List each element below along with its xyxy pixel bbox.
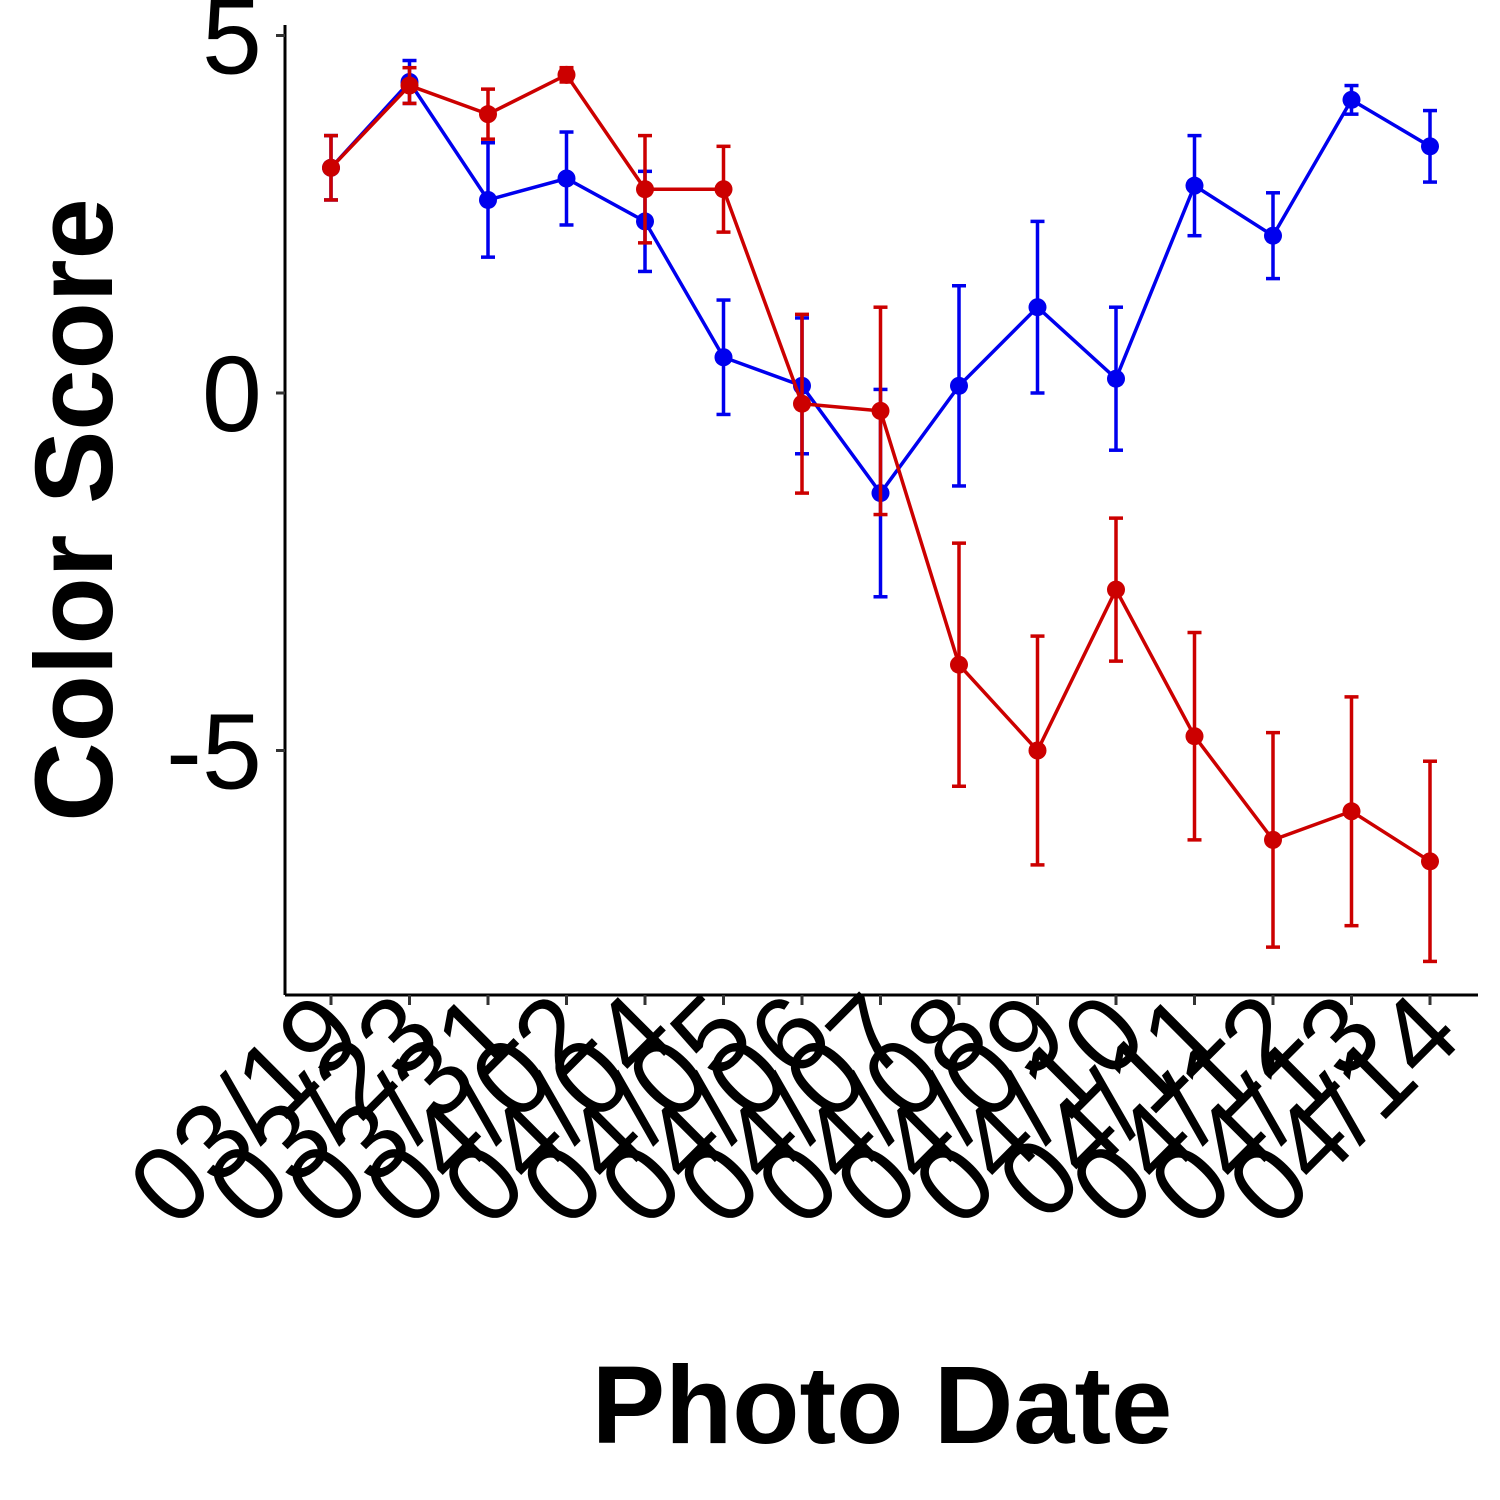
data-point: [479, 105, 497, 124]
data-point: [871, 401, 890, 420]
data-point: [1185, 727, 1204, 746]
data-point: [557, 169, 576, 188]
data-point: [400, 76, 419, 95]
x-ticks: 03/1903/2303/3104/0204/0404/0504/0604/07…: [106, 971, 1482, 1248]
y-axis-title: Color Score: [13, 198, 136, 821]
y-tick-label: 0: [202, 333, 262, 454]
data-point: [1107, 580, 1125, 599]
data-point: [1185, 176, 1204, 195]
data-point: [1342, 90, 1361, 109]
data-point: [1421, 137, 1439, 156]
data-point: [950, 655, 968, 674]
data-point: [322, 158, 340, 177]
data-point: [714, 348, 733, 367]
data-point: [1421, 852, 1439, 871]
y-tick-label: -5: [166, 691, 262, 812]
data-point: [1342, 802, 1361, 821]
data-point: [1264, 830, 1282, 849]
data-point: [1028, 741, 1047, 760]
data-point: [479, 190, 497, 209]
y-tick-label: 5: [202, 0, 262, 97]
x-axis-title: Photo Date: [592, 1344, 1173, 1467]
data-point: [950, 376, 968, 395]
data-point: [1107, 369, 1125, 388]
data-point: [1028, 298, 1047, 317]
data-point: [557, 65, 576, 84]
data-point: [636, 180, 654, 199]
y-ticks: 5 0 -5: [166, 0, 285, 812]
data-point: [1264, 226, 1282, 245]
series-2: [322, 65, 1439, 964]
series-group: [322, 58, 1439, 964]
data-point: [793, 394, 811, 413]
data-point: [714, 180, 733, 199]
